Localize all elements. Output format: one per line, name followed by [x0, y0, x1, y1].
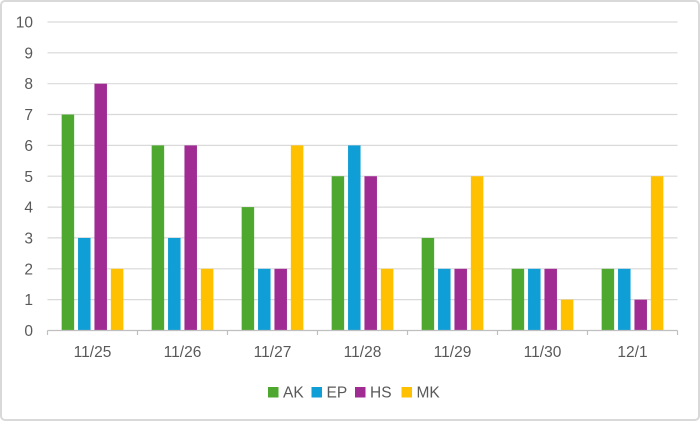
svg-text:7: 7 [24, 107, 33, 124]
svg-text:9: 9 [24, 45, 33, 62]
svg-text:0: 0 [24, 323, 33, 340]
svg-text:4: 4 [24, 200, 33, 217]
svg-text:6: 6 [24, 138, 33, 155]
svg-text:11/30: 11/30 [524, 344, 562, 361]
svg-text:11/28: 11/28 [344, 344, 382, 361]
svg-text:10: 10 [16, 15, 34, 32]
svg-text:EP: EP [327, 385, 348, 402]
svg-text:MK: MK [417, 385, 441, 402]
svg-text:12/1: 12/1 [617, 344, 647, 361]
svg-text:HS: HS [370, 385, 392, 402]
svg-text:11/26: 11/26 [164, 344, 202, 361]
svg-text:11/25: 11/25 [74, 344, 112, 361]
svg-text:11/27: 11/27 [254, 344, 292, 361]
svg-text:1: 1 [24, 292, 33, 309]
svg-text:3: 3 [24, 230, 33, 247]
svg-text:8: 8 [24, 76, 33, 93]
svg-text:2: 2 [24, 261, 33, 278]
svg-text:5: 5 [24, 169, 33, 186]
svg-text:11/29: 11/29 [434, 344, 472, 361]
svg-text:AK: AK [283, 385, 304, 402]
